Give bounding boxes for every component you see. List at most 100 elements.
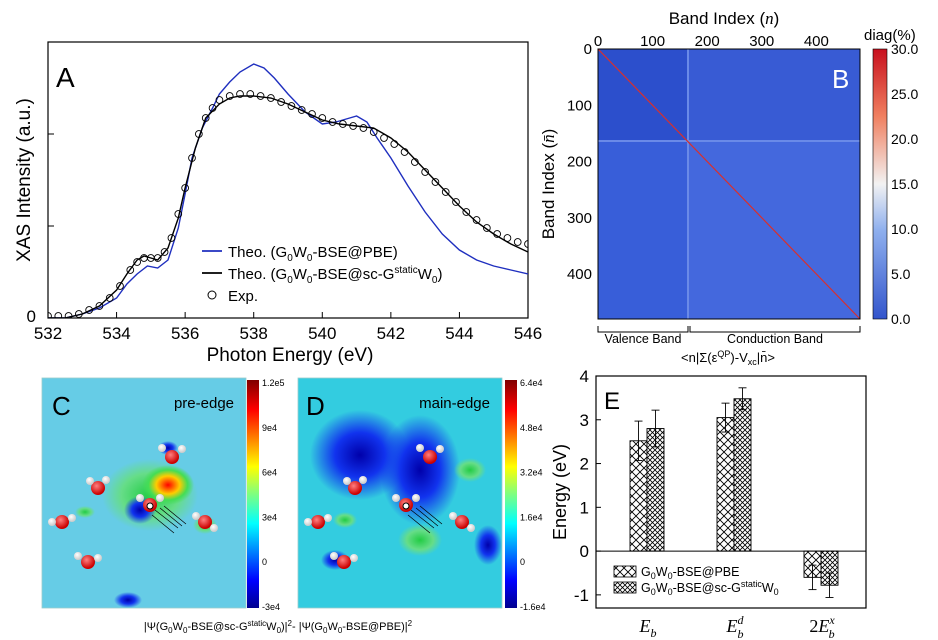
exp-point bbox=[369, 128, 378, 136]
legend-label-e-pbe: G0W0-BSE@PBE bbox=[641, 565, 739, 581]
b-colorbar-tick-label: 30.0 bbox=[891, 41, 918, 57]
b-colorbar-tick-label: 10.0 bbox=[891, 221, 918, 237]
panel-c-colorbar bbox=[247, 380, 259, 608]
b-colorbar-tick-label: 25.0 bbox=[891, 86, 918, 102]
exp-point bbox=[400, 148, 409, 156]
exp-point bbox=[54, 312, 63, 318]
exp-point bbox=[380, 134, 388, 142]
panel-e-legend: G0W0-BSE@PBE G0W0-BSE@sc-GstaticW0 bbox=[613, 565, 779, 597]
conduction-band-label: Conduction Band bbox=[727, 332, 823, 346]
exp-point bbox=[153, 254, 162, 262]
panel-c-colorbar-ticks: 1.2e5 9e4 6e4 3e4 0 -3e4 bbox=[262, 378, 285, 612]
panel-a-x-ticks: 532 534 536 538 540 542 544 546 bbox=[34, 133, 542, 343]
panel-c-annotation: pre-edge bbox=[174, 395, 234, 412]
exp-point bbox=[215, 96, 224, 104]
colorbar-tick-label: -3e4 bbox=[262, 602, 280, 612]
panel-b-self-energy-matrix: B Band Index (n) 0 100 200 300 400 0 100 200 30… bbox=[539, 9, 918, 367]
exp-point bbox=[208, 104, 217, 112]
exp-point bbox=[267, 94, 275, 102]
exp-point bbox=[85, 306, 93, 314]
exp-point bbox=[462, 208, 471, 216]
panel-b-frame bbox=[597, 48, 861, 320]
b-y-tick-label: 100 bbox=[567, 97, 592, 114]
exp-point bbox=[48, 312, 52, 318]
exp-point bbox=[160, 248, 169, 256]
panel-e-y-ticks: 4 3 2 1 0 -1 bbox=[574, 367, 866, 605]
panel-b-y-ticks: 0 100 200 300 400 bbox=[567, 41, 592, 283]
legend-label-sc: Theo. (G0W0-BSE@sc-GstaticW0) bbox=[228, 265, 442, 286]
exp-point bbox=[297, 106, 306, 114]
panel-e-bars bbox=[629, 387, 839, 598]
panel-e-y-label: Energy (eV) bbox=[550, 444, 570, 540]
panel-cd-caption: |Ψ(G0W0-BSE@sc-GstaticW0)|2- |Ψ(G0W0-BSE… bbox=[144, 619, 413, 635]
series-line-0 bbox=[48, 63, 528, 318]
panel-c-letter: C bbox=[52, 391, 71, 421]
panel-a-series bbox=[48, 63, 528, 318]
b-x-tick-label: 400 bbox=[804, 33, 829, 50]
e-y-tick-label: 1 bbox=[580, 498, 589, 517]
e-category-label: 2Ex b bbox=[809, 613, 835, 640]
e-y-tick-label: 3 bbox=[580, 411, 589, 430]
exp-point bbox=[167, 234, 176, 242]
series-line-1 bbox=[48, 95, 528, 318]
panel-a-xas-spectrum: A 532 534 536 538 540 542 544 546 0 Photon Ener… bbox=[14, 41, 542, 366]
b-colorbar-tick-label: 0.0 bbox=[891, 311, 911, 327]
exp-point bbox=[201, 114, 210, 122]
b-x-tick-label: 200 bbox=[695, 33, 720, 50]
panel-a-x-label: Photon Energy (eV) bbox=[207, 345, 374, 366]
exp-point bbox=[195, 130, 203, 138]
colorbar-tick-label: 6e4 bbox=[262, 468, 277, 478]
b-colorbar-tick-label: 5.0 bbox=[891, 266, 911, 282]
panel-a-y-tick-zero: 0 bbox=[27, 307, 36, 326]
e-bar bbox=[733, 398, 752, 552]
exp-point bbox=[390, 140, 399, 148]
x-tick-label: 538 bbox=[240, 324, 268, 343]
panel-d-molecules bbox=[304, 444, 475, 569]
b-colorbar-tick-label: 15.0 bbox=[891, 176, 918, 192]
b-x-tick-label: 100 bbox=[640, 33, 665, 50]
colorbar-tick-label: 0 bbox=[520, 557, 525, 567]
panel-c-frame bbox=[41, 377, 247, 609]
conduction-band-bracket bbox=[689, 326, 861, 333]
legend-swatch-e-pbe bbox=[613, 565, 637, 578]
colorbar-tick-label: 9e4 bbox=[262, 423, 277, 433]
x-tick-label: 536 bbox=[171, 324, 199, 343]
colorbar-tick-label: 4.8e4 bbox=[520, 423, 543, 433]
e-y-tick-label: 0 bbox=[580, 542, 589, 561]
panel-e-binding-energies: E 4 3 2 1 0 -1 Eb Ed b 2Ex b Energy (eV) G0W0-BSE… bbox=[550, 367, 867, 640]
b-colorbar-tick-label: 20.0 bbox=[891, 131, 918, 147]
legend-label-pbe: Theo. (G0W0-BSE@PBE) bbox=[228, 244, 398, 264]
exp-point bbox=[493, 230, 501, 238]
valence-band-label: Valence Band bbox=[605, 332, 682, 346]
x-tick-label: 544 bbox=[445, 324, 473, 343]
panel-b-diagonal bbox=[597, 48, 861, 320]
exp-point bbox=[64, 312, 73, 318]
e-category-label: Ed b bbox=[726, 613, 745, 640]
panel-b-colorbar bbox=[872, 48, 888, 320]
exp-point bbox=[174, 210, 183, 218]
panel-c-molecules bbox=[48, 444, 218, 569]
colorbar-tick-label: 3.2e4 bbox=[520, 468, 543, 478]
panel-d-main-edge-density: D main-edge 6.4e4 4.8e4 3.2e4 1.6e4 0 -1.6e4 bbox=[297, 377, 546, 612]
b-y-tick-label: 200 bbox=[567, 154, 592, 171]
exp-point bbox=[287, 102, 296, 110]
b-y-tick-label: 300 bbox=[567, 210, 592, 227]
exp-point bbox=[431, 178, 440, 186]
panel-b-y-label: Band Index (n̄) bbox=[539, 129, 558, 240]
exp-point bbox=[441, 188, 450, 196]
x-tick-label: 546 bbox=[514, 324, 542, 343]
panel-d-map-features bbox=[310, 410, 502, 570]
colorbar-tick-label: 3e4 bbox=[262, 512, 277, 522]
panel-b-top-axis-label: Band Index (n) bbox=[669, 9, 780, 28]
panel-a-letter: A bbox=[56, 62, 75, 93]
x-tick-label: 542 bbox=[377, 324, 405, 343]
colorbar-tick-label: 1.2e5 bbox=[262, 378, 285, 388]
exp-point bbox=[95, 302, 104, 310]
panel-d-annotation: main-edge bbox=[419, 395, 490, 412]
exp-point bbox=[318, 114, 327, 122]
b-y-tick-label: 0 bbox=[584, 41, 592, 58]
colorbar-tick-label: 0 bbox=[262, 557, 267, 567]
panel-b-off-diagonal-block bbox=[598, 141, 688, 319]
panel-b-letter: B bbox=[832, 64, 849, 94]
exp-point bbox=[236, 90, 244, 98]
